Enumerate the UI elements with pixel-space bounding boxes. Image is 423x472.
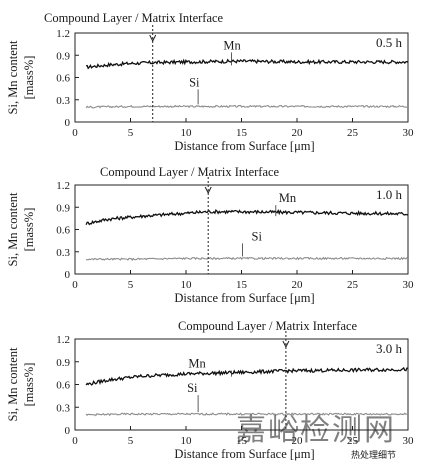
x-tick-label: 20 — [292, 279, 304, 291]
mn-series-line — [85, 208, 409, 226]
watermark-caption: 热处理细节 — [351, 449, 396, 461]
si-series-line — [85, 104, 409, 109]
y-tick-label: 1.2 — [56, 28, 70, 40]
y-tick-label: 0.9 — [56, 357, 70, 369]
y-tick-label: 0.6 — [56, 380, 70, 392]
x-tick-label: 30 — [403, 435, 415, 447]
si-series-line — [85, 412, 409, 417]
time-label: 3.0 h — [376, 341, 403, 356]
interface-annotation: Compound Layer / Matrix Interface — [44, 11, 224, 25]
y-tick-label: 0.3 — [56, 95, 70, 107]
interface-arrow — [204, 186, 212, 195]
x-tick-label: 25 — [347, 435, 359, 447]
si-series-label: Si — [189, 75, 200, 89]
y-tick-label: 0.3 — [56, 247, 70, 259]
x-tick-label: 15 — [236, 127, 248, 139]
x-tick-label: 25 — [347, 279, 359, 291]
mn-series-label: Mn — [188, 357, 206, 371]
x-tick-label: 0 — [72, 279, 78, 291]
x-tick-label: 20 — [292, 435, 304, 447]
y-axis-label-unit: [mass%] — [22, 208, 36, 252]
x-tick-label: 5 — [128, 127, 134, 139]
y-tick-label: 0.9 — [56, 202, 70, 214]
x-tick-label: 0 — [72, 435, 78, 447]
y-tick-label: 0 — [65, 269, 71, 281]
x-tick-label: 0 — [72, 127, 78, 139]
y-axis-label: Si, Mn content — [6, 192, 20, 266]
y-tick-label: 0.6 — [56, 73, 70, 85]
x-tick-label: 5 — [128, 435, 134, 447]
y-axis-label: Si, Mn content — [6, 347, 20, 421]
si-series-label: Si — [187, 381, 198, 395]
x-tick-label: 10 — [181, 127, 193, 139]
interface-arrow — [282, 340, 290, 349]
y-tick-label: 0 — [65, 117, 71, 129]
interface-arrow — [149, 34, 157, 43]
x-tick-label: 30 — [403, 127, 415, 139]
mn-series-line — [85, 58, 409, 70]
x-tick-label: 10 — [181, 435, 193, 447]
plot-frame — [74, 184, 409, 275]
x-axis-label: Distance from Surface [μm] — [174, 139, 314, 153]
x-tick-label: 20 — [292, 127, 304, 139]
x-tick-label: 15 — [236, 435, 248, 447]
si-series-line — [85, 256, 409, 261]
si-series-label: Si — [252, 229, 263, 243]
y-tick-label: 0.6 — [56, 225, 70, 237]
interface-annotation: Compound Layer / Matrix Interface — [100, 165, 280, 179]
watermark: 嘉峪检测网 — [236, 413, 396, 448]
x-tick-label: 30 — [403, 279, 415, 291]
y-axis-label: Si, Mn content — [6, 40, 20, 114]
x-tick-label: 15 — [236, 279, 248, 291]
x-axis-label: Distance from Surface [μm] — [174, 291, 314, 305]
plot-frame — [74, 32, 409, 123]
x-tick-label: 5 — [128, 279, 134, 291]
x-tick-label: 25 — [347, 127, 359, 139]
x-tick-label: 10 — [181, 279, 193, 291]
y-tick-label: 0.9 — [56, 50, 70, 62]
y-tick-label: 1.2 — [56, 180, 70, 192]
y-tick-label: 0 — [65, 425, 71, 437]
mn-series-label: Mn — [223, 38, 241, 52]
time-label: 0.5 h — [376, 35, 403, 50]
y-tick-label: 0.3 — [56, 402, 70, 414]
x-axis-label: Distance from Surface [μm] — [174, 447, 314, 461]
mn-series-line — [85, 366, 408, 386]
mn-series-label: Mn — [279, 191, 297, 205]
interface-annotation: Compound Layer / Matrix Interface — [178, 319, 358, 333]
y-tick-label: 1.2 — [56, 334, 70, 346]
time-label: 1.0 h — [376, 187, 403, 202]
y-axis-label-unit: [mass%] — [22, 363, 36, 407]
y-axis-label-unit: [mass%] — [22, 56, 36, 100]
